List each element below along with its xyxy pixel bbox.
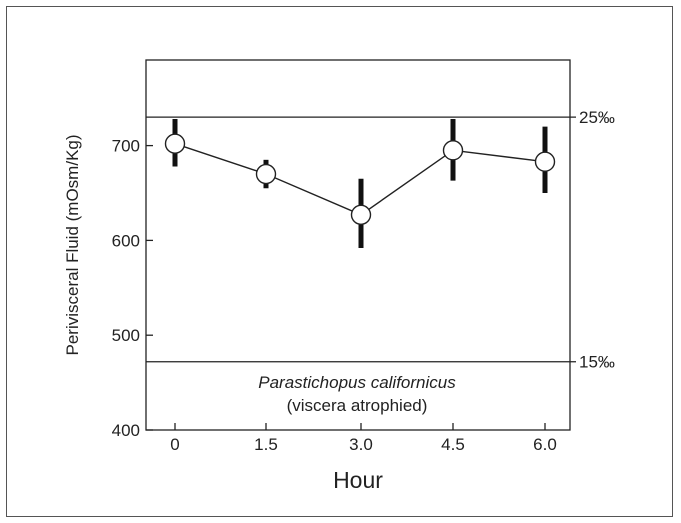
condition-annotation: (viscera atrophied) [287, 396, 428, 415]
data-point-4 [534, 151, 556, 172]
x-axis-title: Hour [333, 467, 383, 493]
data-series [164, 119, 556, 248]
data-point-3 [442, 140, 464, 161]
x-tick-label-4: 6.0 [533, 435, 557, 454]
reference-label-15-permille: 15‰ [579, 353, 615, 372]
figure-frame [6, 6, 673, 517]
y-tick-label-400: 400 [112, 421, 140, 440]
x-tick-label-1: 1.5 [254, 435, 278, 454]
x-tick-label-2: 3.0 [349, 435, 373, 454]
plot-area [145, 59, 571, 431]
y-tick-label-600: 600 [112, 231, 140, 250]
x-tick-label-0: 0 [170, 435, 179, 454]
y-tick-label-500: 500 [112, 326, 140, 345]
data-point-2 [350, 204, 372, 226]
reference-label-25-permille: 25‰ [579, 108, 615, 127]
x-tick-label-3: 4.5 [441, 435, 465, 454]
species-annotation: Parastichopus californicus [258, 373, 456, 392]
data-point-0 [164, 133, 186, 154]
x-axis: 0 1.5 3.0 4.5 6.0 [170, 423, 557, 454]
y-tick-label-700: 700 [112, 137, 140, 156]
data-point-1 [255, 163, 277, 185]
y-axis: 400 500 600 700 [112, 137, 153, 440]
y-axis-title: Perivisceral Fluid (mOsm/Kg) [63, 134, 82, 355]
